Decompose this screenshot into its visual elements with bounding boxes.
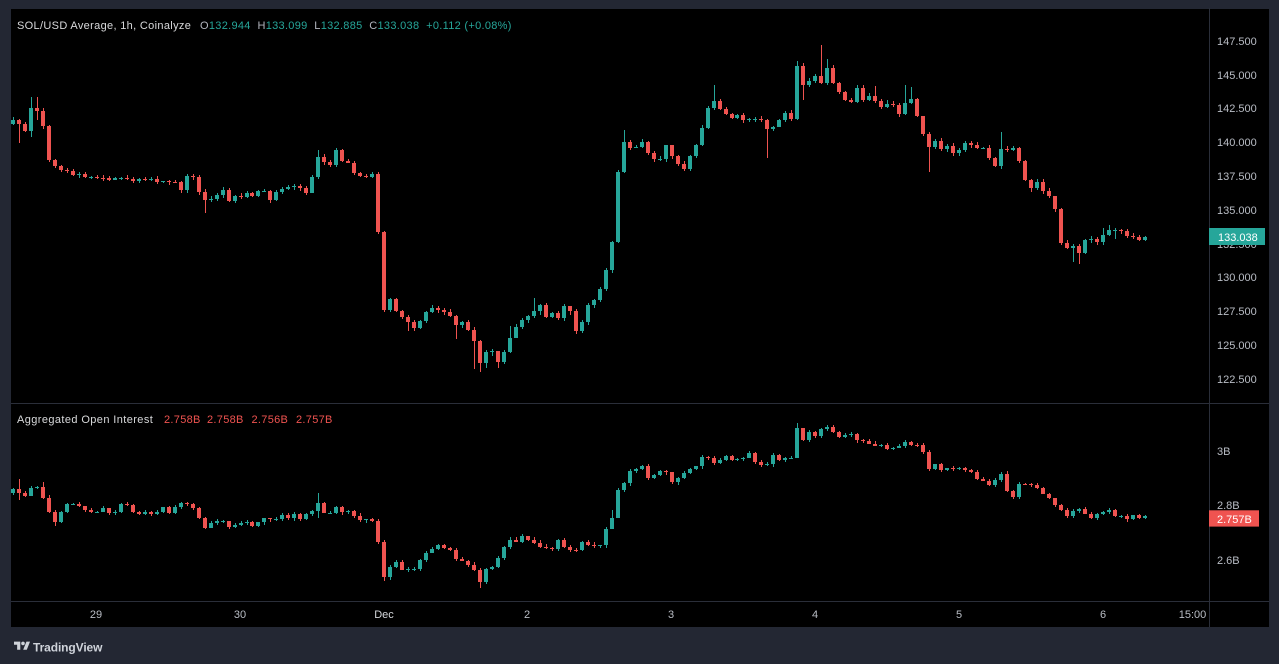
svg-text:Dec: Dec [374, 609, 394, 621]
svg-text:133.038: 133.038 [1218, 232, 1258, 244]
svg-text:142.500: 142.500 [1217, 103, 1257, 115]
svg-text:122.500: 122.500 [1217, 374, 1257, 386]
svg-text:2.756B: 2.756B [252, 414, 289, 426]
svg-text:145.000: 145.000 [1217, 70, 1257, 82]
svg-text:O132.944 H133.099 L132.885: O132.944 H133.099 L132.885 C133.038 +0.1… [200, 20, 512, 32]
svg-text:6: 6 [1100, 609, 1106, 621]
svg-text:15:00: 15:00 [1179, 609, 1207, 621]
svg-text:2: 2 [524, 609, 530, 621]
svg-text:5: 5 [956, 609, 962, 621]
svg-text:Aggregated Open Interest: Aggregated Open Interest [17, 414, 153, 426]
svg-text:SOL/USD Average, 1h, Coinalyze: SOL/USD Average, 1h, Coinalyze [17, 20, 191, 32]
svg-text:2.758B: 2.758B [207, 414, 244, 426]
svg-text:125.000: 125.000 [1217, 340, 1257, 352]
svg-text:130.000: 130.000 [1217, 272, 1257, 284]
svg-text:3B: 3B [1217, 446, 1230, 458]
svg-text:3: 3 [668, 609, 674, 621]
svg-text:4: 4 [812, 609, 818, 621]
svg-text:140.000: 140.000 [1217, 137, 1257, 149]
svg-text:2.6B: 2.6B [1217, 555, 1240, 567]
svg-text:2.8B: 2.8B [1217, 500, 1240, 512]
svg-text:2.757B: 2.757B [1217, 514, 1252, 526]
svg-text:147.500: 147.500 [1217, 36, 1257, 48]
svg-text:127.500: 127.500 [1217, 306, 1257, 318]
svg-text:TradingView: TradingView [33, 641, 103, 655]
svg-text:30: 30 [234, 609, 246, 621]
svg-text:2.758B: 2.758B [164, 414, 201, 426]
svg-text:135.000: 135.000 [1217, 205, 1257, 217]
svg-text:29: 29 [90, 609, 102, 621]
svg-text:137.500: 137.500 [1217, 171, 1257, 183]
svg-text:2.757B: 2.757B [296, 414, 333, 426]
